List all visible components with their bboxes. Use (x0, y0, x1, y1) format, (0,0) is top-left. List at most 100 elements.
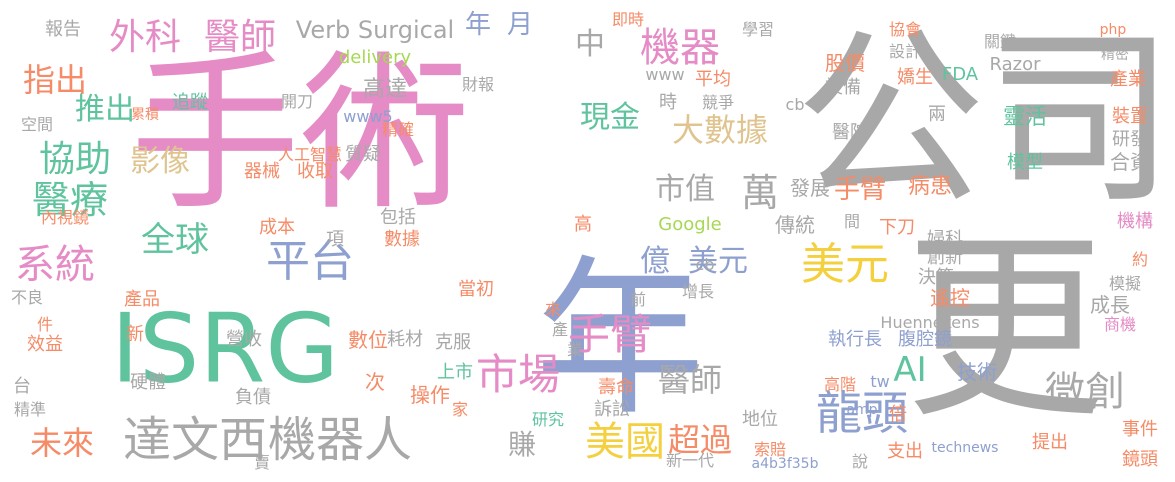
cloud-word: 財報 (461, 75, 495, 94)
cloud-word: 上市 (437, 362, 473, 383)
cloud-word: 兩 (928, 104, 946, 125)
cloud-word: 傳統 (775, 213, 815, 237)
cloud-word: 前 (629, 290, 647, 309)
cloud-word: 間 (843, 212, 861, 231)
cloud-word: 美元 (688, 244, 748, 279)
cloud-word: 收取 (297, 161, 333, 182)
cloud-word: 億 (640, 244, 670, 279)
cloud-word: 器械 (244, 161, 280, 182)
cloud-word: 效益 (27, 334, 63, 355)
cloud-word: 新 (126, 324, 144, 345)
cloud-word: 全球 (141, 220, 209, 260)
cloud-word: 技術 (957, 360, 997, 384)
cloud-word: 超過 (667, 421, 733, 459)
cloud-word: 倍 (889, 404, 907, 425)
cloud-word: 合資 (1110, 150, 1150, 174)
cloud-word: 醫療 (31, 178, 109, 222)
cloud-word: 更 (904, 213, 1106, 446)
cloud-word: 月 (506, 10, 534, 40)
cloud-word: 大數據 (671, 111, 769, 149)
cloud-word: 時 (659, 92, 677, 113)
cloud-word: 機器人 (267, 412, 413, 468)
cloud-word: 研發 (1112, 129, 1148, 150)
cloud-word: 內視鏡 (40, 208, 90, 227)
cloud-word: 數據 (384, 229, 420, 250)
cloud-word: 成本 (259, 217, 295, 238)
cloud-word: 市場 (475, 350, 561, 399)
cloud-word: 訴訟 (594, 399, 630, 420)
cloud-word: 平台 (266, 236, 354, 287)
cloud-word: 精密 (1101, 47, 1129, 63)
cloud-word: 成長 (1090, 293, 1130, 317)
cloud-word: 當初 (458, 279, 494, 300)
cloud-word: 產 (551, 320, 569, 339)
cloud-word: 美元 (801, 239, 889, 290)
cloud-word: technews (931, 440, 999, 456)
cloud-word: Google (658, 214, 722, 235)
cloud-word: tw (870, 372, 890, 391)
cloud-word: 影像 (130, 144, 190, 179)
cloud-word: 新一代 (665, 451, 715, 470)
cloud-word: amp (846, 402, 878, 418)
cloud-word: 裝置 (1112, 106, 1148, 127)
cloud-word: Huennekens (880, 313, 980, 332)
cloud-word: 年 (534, 241, 706, 439)
cloud-word: 微創 (1045, 369, 1125, 415)
cloud-word: 空間 (20, 115, 54, 134)
cloud-word: 產業 (1110, 69, 1146, 90)
cloud-word: cb (785, 95, 805, 114)
cloud-word: cb (695, 255, 715, 274)
cloud-word: 靈活 (1002, 105, 1048, 130)
cloud-word: 高階 (823, 375, 857, 394)
cloud-word: 機器 (640, 25, 720, 71)
cloud-word: 高達 (362, 77, 408, 102)
cloud-word: 萬 (740, 171, 780, 215)
cloud-word: 競爭 (701, 93, 735, 112)
cloud-word: 市值 (655, 172, 715, 207)
cloud-word: 台 (13, 376, 31, 397)
cloud-word: 決策 (918, 267, 954, 288)
cloud-word: ISRG (111, 294, 339, 405)
cloud-word: 壽命 (598, 377, 634, 398)
cloud-word: 股價 (825, 51, 865, 75)
cloud-word: 現金 (580, 100, 640, 135)
cloud-word: 下刀 (879, 217, 915, 238)
cloud-word: 家 (451, 400, 469, 419)
cloud-word: 地位 (742, 409, 778, 430)
cloud-word: 關鍵 (983, 32, 1017, 51)
cloud-word: a4b3f35b (751, 456, 819, 472)
cloud-word: 賺 (507, 428, 537, 461)
cloud-word: 中 (575, 27, 605, 62)
cloud-word: 產品 (124, 289, 160, 310)
cloud-word: 耗材 (387, 329, 423, 350)
cloud-word: 外科 (108, 17, 182, 58)
cloud-word: 提出 (1032, 432, 1068, 453)
cloud-word: 腹腔鏡 (898, 329, 952, 350)
cloud-word: 操作 (410, 383, 450, 407)
cloud-word: 醫院 (832, 122, 868, 143)
cloud-word: 索賠 (753, 440, 787, 459)
cloud-word: 發展 (790, 176, 830, 200)
cloud-word: 協助 (38, 139, 112, 180)
cloud-word: Verb Surgical (295, 16, 455, 44)
cloud-word: 包括 (380, 207, 416, 228)
cloud-word: 次 (365, 370, 385, 394)
cloud-word: 模型 (1007, 152, 1043, 173)
cloud-word: 商機 (1103, 315, 1137, 334)
cloud-word: 業 (566, 340, 584, 359)
cloud-word: 創新 (927, 247, 963, 268)
cloud-word: 未來 (29, 424, 95, 462)
cloud-word: 手術 (129, 36, 471, 234)
cloud-word: php (1099, 22, 1127, 38)
cloud-word: FDA (941, 64, 979, 85)
cloud-word: 美國 (585, 419, 665, 465)
cloud-word: Razor (989, 54, 1041, 75)
cloud-word: 遙控 (930, 286, 970, 310)
cloud-word: 平均 (695, 69, 731, 90)
cloud-word: 不良 (10, 288, 44, 307)
cloud-word: 克服 (435, 332, 471, 353)
cloud-word: 手臂 (833, 175, 887, 205)
cloud-word: 鏡頭 (1122, 449, 1158, 470)
cloud-word: 醫師 (657, 361, 723, 399)
cloud-word: 項 (326, 229, 344, 250)
